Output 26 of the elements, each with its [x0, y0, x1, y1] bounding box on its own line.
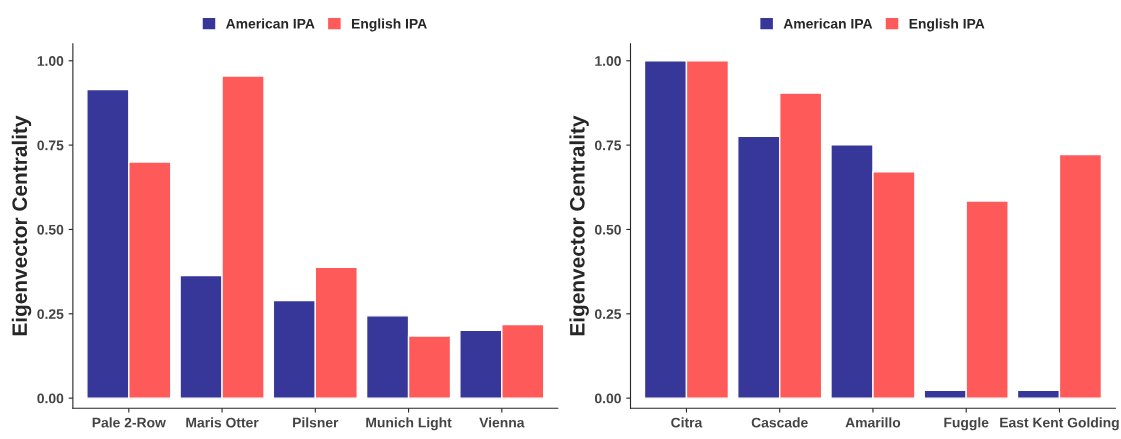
x-tick-label: Pilsner — [293, 417, 339, 428]
x-tick-label: Munich Light — [366, 417, 452, 431]
y-tick-label: 0.50 — [594, 224, 621, 235]
x-tick-label: Vienna — [479, 417, 525, 428]
x-tick-label: Pale 2-Row — [92, 417, 166, 428]
y-axis-title: Eigenvector Centrality — [569, 115, 589, 336]
legend-label: English IPA — [351, 18, 427, 32]
legend-label: English IPA — [909, 18, 985, 32]
y-axis-title: Eigenvector Centrality — [11, 115, 32, 336]
x-tick-label: East Kent Golding — [1000, 417, 1119, 431]
x-tick-label: Fuggle — [944, 417, 989, 431]
y-tick-label: 1.00 — [595, 56, 621, 66]
x-tick-label: Maris Otter — [186, 417, 259, 428]
x-tick-label: Amarillo — [845, 417, 901, 428]
legend-label: American IPA — [226, 18, 315, 29]
y-tick-label: 1.00 — [37, 56, 64, 66]
legend-label: American IPA — [783, 18, 873, 29]
y-tick-label: 0.00 — [37, 393, 64, 404]
x-tick-label: Citra — [671, 417, 703, 428]
x-tick-label: Cascade — [751, 417, 808, 428]
y-tick-label: 0.50 — [37, 224, 64, 235]
y-tick-label: 0.75 — [37, 140, 64, 151]
y-tick-label: 0.00 — [594, 393, 621, 404]
y-tick-label: 0.75 — [594, 140, 622, 151]
y-tick-label: 0.25 — [37, 309, 64, 319]
y-tick-label: 0.25 — [594, 309, 622, 319]
